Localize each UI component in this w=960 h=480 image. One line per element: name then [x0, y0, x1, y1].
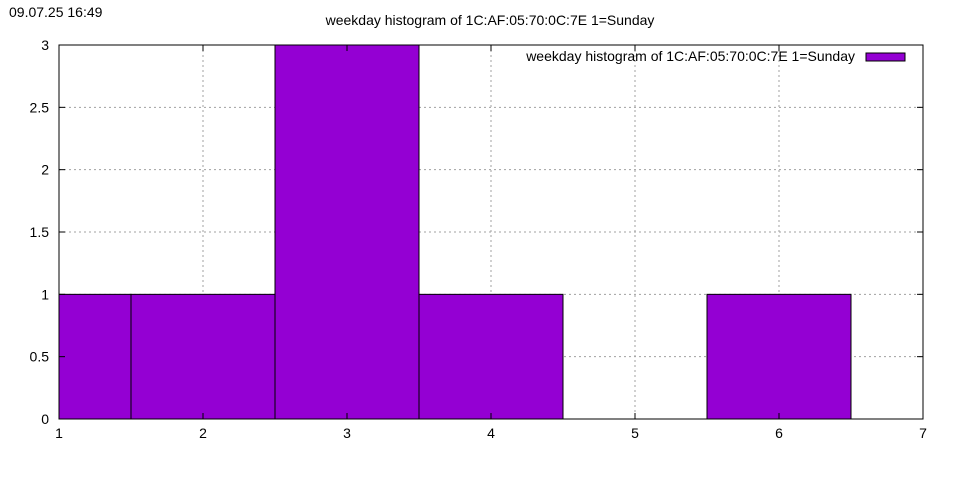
histogram-bar: [418, 293, 564, 420]
y-tick-labels: 0 0.5 1 1.5 2 2.5 3: [30, 37, 50, 427]
y-tick-label: 2: [41, 162, 49, 178]
histogram-bar: [706, 293, 852, 420]
axis-ticks: [58, 44, 924, 420]
x-tick-labels: 1 2 3 4 5 6 7: [55, 425, 927, 441]
x-tick-label: 2: [199, 425, 207, 441]
timestamp: 09.07.25 16:49: [9, 4, 103, 20]
y-tick-label: 0.5: [30, 349, 50, 365]
legend-swatch: [865, 52, 906, 62]
x-tick-label: 4: [487, 425, 495, 441]
x-tick-label: 1: [55, 425, 63, 441]
legend-label: weekday histogram of 1C:AF:05:70:0C:7E 1…: [525, 48, 855, 64]
bars: [58, 44, 852, 420]
y-tick-label: 3: [41, 37, 49, 53]
y-tick-label: 1.5: [30, 224, 50, 240]
chart-title: weekday histogram of 1C:AF:05:70:0C:7E 1…: [325, 12, 655, 28]
y-tick-label: 0: [41, 411, 49, 427]
x-tick-label: 6: [775, 425, 783, 441]
histogram-bar: [274, 44, 420, 420]
histogram-bar: [58, 293, 132, 420]
y-tick-label: 1: [41, 286, 49, 302]
x-tick-label: 3: [343, 425, 351, 441]
histogram-bar: [130, 293, 276, 420]
x-tick-label: 7: [919, 425, 927, 441]
legend: weekday histogram of 1C:AF:05:70:0C:7E 1…: [525, 48, 906, 64]
x-tick-label: 5: [631, 425, 639, 441]
y-tick-label: 2.5: [30, 99, 50, 115]
